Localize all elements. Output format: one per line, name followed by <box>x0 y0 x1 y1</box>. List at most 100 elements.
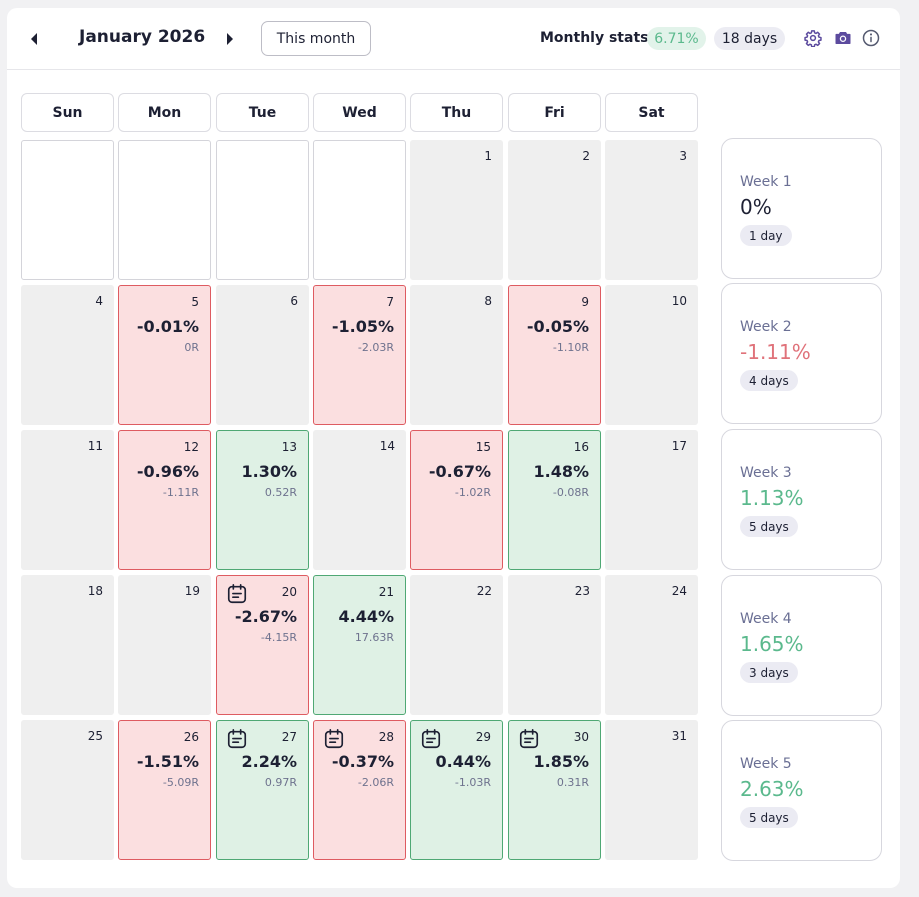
journal-note-icon <box>324 729 344 749</box>
week-days-badge: 4 days <box>740 370 798 391</box>
day-cell-17[interactable]: 17 <box>605 430 698 570</box>
day-cell-14[interactable]: 14 <box>313 430 406 570</box>
day-number: 7 <box>386 295 394 309</box>
day-cell-4[interactable]: 4 <box>21 285 114 425</box>
day-cell-24[interactable]: 24 <box>605 575 698 715</box>
day-number: 16 <box>573 440 589 454</box>
journal-note-icon <box>421 729 441 749</box>
week-percent: 1.65% <box>740 632 804 656</box>
week-percent: 2.63% <box>740 777 804 801</box>
day-cell-20[interactable]: 20 -2.67% -4.15R <box>216 575 309 715</box>
day-cell-6[interactable]: 6 <box>216 285 309 425</box>
weekday-sat: Sat <box>605 93 698 132</box>
day-cell-3[interactable]: 3 <box>605 140 698 280</box>
settings-button[interactable] <box>804 29 822 48</box>
day-cell-8[interactable]: 8 <box>410 285 503 425</box>
week-label: Week 3 <box>740 465 792 481</box>
day-r-multiple: 17.63R <box>354 631 394 644</box>
day-number: 15 <box>475 440 491 454</box>
weekday-mon: Mon <box>118 93 211 132</box>
journal-note-button[interactable] <box>226 583 248 605</box>
day-percent: -0.05% <box>526 317 589 336</box>
day-number: 26 <box>183 730 199 744</box>
weekday-wed: Wed <box>313 93 406 132</box>
day-r-multiple: -1.02R <box>454 486 491 499</box>
day-cell-2[interactable]: 2 <box>508 140 601 280</box>
camera-icon <box>835 32 851 44</box>
gear-icon <box>804 30 822 48</box>
journal-note-button[interactable] <box>518 728 540 750</box>
day-cell-23[interactable]: 23 <box>508 575 601 715</box>
day-cell-25[interactable]: 25 <box>21 720 114 860</box>
day-number: 21 <box>378 585 394 599</box>
day-percent: -0.96% <box>136 462 199 481</box>
week-label: Week 5 <box>740 756 792 772</box>
week-summary-card[interactable]: Week 2 -1.11% 4 days <box>721 283 882 424</box>
week-days-badge: 5 days <box>740 807 798 828</box>
week-label: Week 1 <box>740 174 792 190</box>
day-r-multiple: -1.11R <box>162 486 199 499</box>
day-cell-28[interactable]: 28 -0.37% -2.06R <box>313 720 406 860</box>
day-number: 29 <box>475 730 491 744</box>
day-cell-30[interactable]: 30 1.85% 0.31R <box>508 720 601 860</box>
journal-note-button[interactable] <box>323 728 345 750</box>
day-cell-27[interactable]: 27 2.24% 0.97R <box>216 720 309 860</box>
day-r-multiple: -5.09R <box>162 776 199 789</box>
monthly-stats-label: Monthly stats: <box>540 30 655 46</box>
previous-month-button[interactable] <box>25 30 43 48</box>
day-cell-31[interactable]: 31 <box>605 720 698 860</box>
day-r-multiple: 0.97R <box>264 776 297 789</box>
day-number: 6 <box>290 294 298 308</box>
this-month-button[interactable]: This month <box>261 21 371 56</box>
day-cell-empty <box>216 140 309 280</box>
day-cell-12[interactable]: 12 -0.96% -1.11R <box>118 430 211 570</box>
day-cell-11[interactable]: 11 <box>21 430 114 570</box>
day-cell-29[interactable]: 29 0.44% -1.03R <box>410 720 503 860</box>
week-summary-card[interactable]: Week 4 1.65% 3 days <box>721 575 882 716</box>
screenshot-button[interactable] <box>834 29 852 47</box>
day-cell-21[interactable]: 21 4.44% 17.63R <box>313 575 406 715</box>
weekday-tue: Tue <box>216 93 309 132</box>
day-r-multiple: -2.03R <box>357 341 394 354</box>
week-summary-card[interactable]: Week 1 0% 1 day <box>721 138 882 279</box>
day-cell-16[interactable]: 16 1.48% -0.08R <box>508 430 601 570</box>
week-percent: 0% <box>740 195 772 219</box>
day-cell-5[interactable]: 5 -0.01% 0R <box>118 285 211 425</box>
day-cell-1[interactable]: 1 <box>410 140 503 280</box>
day-percent: 1.48% <box>533 462 589 481</box>
journal-note-button[interactable] <box>226 728 248 750</box>
day-number: 27 <box>281 730 297 744</box>
journal-note-icon <box>227 584 247 604</box>
week-summary-card[interactable]: Week 3 1.13% 5 days <box>721 429 882 570</box>
week-days-badge: 5 days <box>740 516 798 537</box>
day-number: 4 <box>95 294 103 308</box>
day-cell-19[interactable]: 19 <box>118 575 211 715</box>
day-cell-10[interactable]: 10 <box>605 285 698 425</box>
day-cell-empty <box>313 140 406 280</box>
day-percent: -0.37% <box>331 752 394 771</box>
week-summary-card[interactable]: Week 5 2.63% 5 days <box>721 720 882 861</box>
day-r-multiple: 0.31R <box>556 776 589 789</box>
day-cell-13[interactable]: 13 1.30% 0.52R <box>216 430 309 570</box>
day-cell-18[interactable]: 18 <box>21 575 114 715</box>
day-number: 31 <box>671 729 687 743</box>
week-label: Week 4 <box>740 611 792 627</box>
journal-note-button[interactable] <box>420 728 442 750</box>
day-cell-7[interactable]: 7 -1.05% -2.03R <box>313 285 406 425</box>
day-number: 20 <box>281 585 297 599</box>
day-number: 10 <box>671 294 687 308</box>
day-cell-22[interactable]: 22 <box>410 575 503 715</box>
day-cell-26[interactable]: 26 -1.51% -5.09R <box>118 720 211 860</box>
day-number: 25 <box>87 729 103 743</box>
day-percent: -0.01% <box>136 317 199 336</box>
day-percent: 0.44% <box>435 752 491 771</box>
month-title: January 2026 <box>79 27 206 47</box>
day-cell-15[interactable]: 15 -0.67% -1.02R <box>410 430 503 570</box>
info-button[interactable] <box>862 29 880 47</box>
day-number: 23 <box>574 584 590 598</box>
day-number: 24 <box>671 584 687 598</box>
day-number: 17 <box>671 439 687 453</box>
week-days-badge: 1 day <box>740 225 792 246</box>
next-month-button[interactable] <box>221 30 239 48</box>
day-cell-9[interactable]: 9 -0.05% -1.10R <box>508 285 601 425</box>
